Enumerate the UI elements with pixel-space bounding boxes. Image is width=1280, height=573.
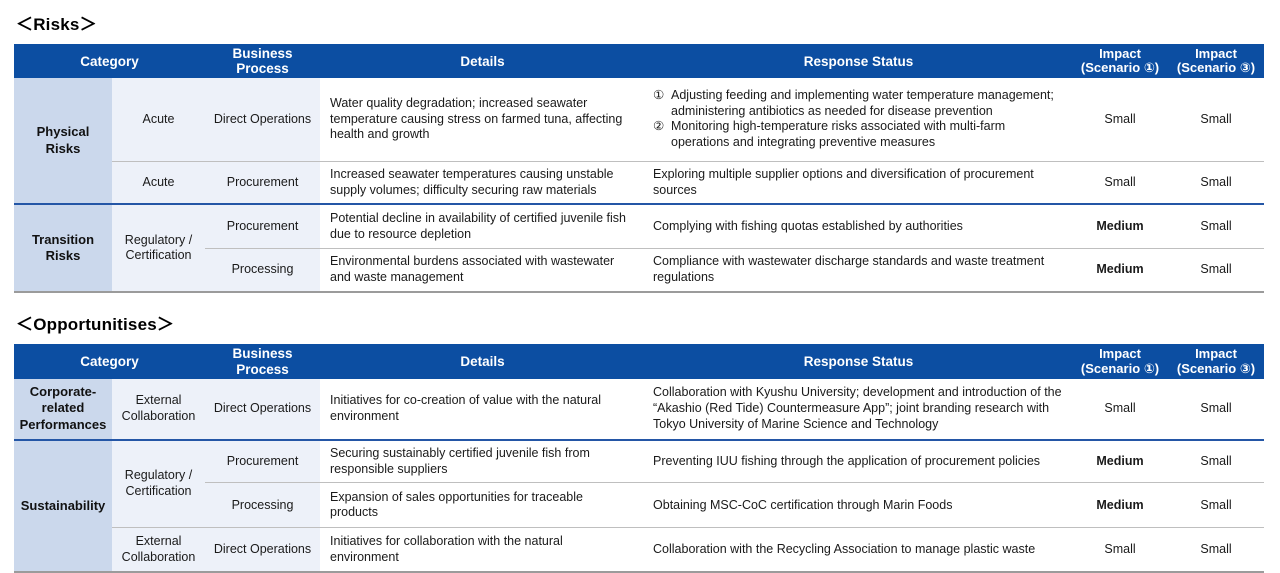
response-text: Monitoring high-temperature risks associ…: [671, 119, 1006, 150]
impact-scenario3-cell: Small: [1168, 160, 1265, 205]
details-cell: Initiatives for collaboration with the n…: [320, 527, 646, 572]
details-cell: Environmental burdens associated with wa…: [320, 247, 646, 293]
opportunities-table: Category Business Process Details Respon…: [14, 344, 1265, 573]
response-cell: Exploring multiple supplier options and …: [645, 160, 1073, 205]
risks-heading: ＜Risks＞: [16, 15, 97, 34]
column-header-business-process: Business Process: [205, 44, 321, 79]
column-header-category: Category: [14, 344, 206, 379]
business-process-cell: Procurement: [205, 160, 321, 205]
column-header-impact-scenario3: Impact (Scenario ③): [1168, 344, 1265, 379]
details-cell: Expansion of sales opportunities for tra…: [320, 482, 646, 528]
risks-table: Category Business Process Details Respon…: [14, 44, 1265, 294]
category-cell: Physical Risks: [14, 78, 112, 205]
category-cell: Transition Risks: [14, 203, 112, 293]
impact-scenario1-cell: Medium: [1072, 438, 1169, 483]
table-row: Physical Risks Acute Direct Operations W…: [14, 78, 1264, 205]
details-cell: Securing sustainably certified juvenile …: [320, 438, 646, 483]
list-marker: ②: [653, 119, 665, 134]
impact-scenario3-cell: Small: [1200, 400, 1232, 415]
business-process-cell: Procurement: [205, 438, 321, 483]
details-cell: Increased seawater temperatures causing …: [320, 160, 646, 205]
response-cell: Preventing IUU fishing through the appli…: [645, 438, 1073, 483]
response-cell: ① Adjusting feeding and implementing wat…: [645, 78, 1072, 161]
opportunities-header-row: Category Business Process Details Respon…: [14, 344, 1265, 379]
business-process-cell: Processing: [205, 482, 321, 528]
details-cell: Initiatives for co-creation of value wit…: [330, 392, 601, 423]
table-row: Sustainability Regulatory / Certificatio…: [14, 438, 1265, 572]
impact-scenario3-cell: Small: [1168, 438, 1265, 483]
impact-scenario1-cell: Small: [1104, 400, 1136, 415]
risks-header-row: Category Business Process Details Respon…: [14, 44, 1265, 79]
business-process-cell: Direct Operations: [205, 78, 321, 162]
table-row: Processing Environmental burdens associa…: [14, 247, 1265, 293]
table-row: External Collaboration Direct Operations…: [14, 527, 1265, 572]
subcategory-cell: Regulatory / Certification: [112, 203, 206, 293]
response-cell: Complying with fishing quotas establishe…: [645, 203, 1073, 249]
impact-scenario3-cell: Small: [1168, 527, 1265, 572]
column-header-category: Category: [14, 44, 206, 79]
response-text: Adjusting feeding and implementing water…: [671, 87, 1054, 118]
category-cell: Sustainability: [14, 438, 112, 572]
response-cell: Collaboration with Kyushu University; de…: [653, 384, 1062, 431]
business-process-cell: Direct Operations: [205, 527, 321, 572]
impact-scenario1-cell: Medium: [1072, 247, 1169, 293]
subcategory-cell: Acute: [112, 160, 206, 205]
table-row: Processing Expansion of sales opportunit…: [14, 482, 1265, 528]
column-header-details: Details: [320, 344, 646, 379]
impact-scenario1-cell: Small: [1072, 527, 1169, 572]
subcategory-cell: External Collaboration: [112, 378, 206, 440]
impact-scenario1-cell: Medium: [1072, 203, 1169, 249]
column-header-impact-scenario1: Impact (Scenario ①): [1072, 44, 1169, 79]
list-marker: ①: [653, 87, 665, 102]
impact-scenario3-cell: Small: [1168, 482, 1265, 528]
table-row: Corporate- related Performances External…: [14, 378, 1264, 440]
response-cell: Compliance with wastewater discharge sta…: [645, 247, 1073, 293]
impact-scenario1-cell: Medium: [1072, 482, 1169, 528]
column-header-business-process: Business Process: [205, 344, 321, 379]
column-header-impact-scenario3: Impact (Scenario ③): [1168, 44, 1265, 79]
business-process-cell: Processing: [205, 247, 321, 293]
response-list-item: ① Adjusting feeding and implementing wat…: [653, 88, 1062, 120]
impact-scenario1-cell: Small: [1072, 160, 1169, 205]
subcategory-cell: External Collaboration: [112, 527, 206, 572]
business-process-cell: Procurement: [205, 203, 321, 249]
impact-scenario3-cell: Small: [1200, 111, 1232, 126]
column-header-impact-scenario1: Impact (Scenario ①): [1072, 344, 1169, 379]
details-cell: Potential decline in availability of cer…: [320, 203, 646, 249]
column-header-response-status: Response Status: [645, 44, 1073, 79]
opportunities-heading: ＜Opportunitises＞: [16, 315, 175, 335]
details-cell: Water quality degradation; increased sea…: [330, 95, 623, 142]
impact-scenario3-cell: Small: [1168, 203, 1265, 249]
subcategory-cell: Regulatory / Certification: [112, 438, 206, 528]
column-header-details: Details: [320, 44, 646, 79]
table-row: Acute Procurement Increased seawater tem…: [14, 160, 1265, 205]
response-cell: Collaboration with the Recycling Associa…: [645, 527, 1073, 572]
category-cell: Corporate- related Performances: [14, 378, 112, 440]
column-header-response-status: Response Status: [645, 344, 1073, 379]
subcategory-cell: Acute: [112, 78, 206, 162]
table-row: Transition Risks Regulatory / Certificat…: [14, 203, 1265, 293]
impact-scenario1-cell: Small: [1104, 111, 1136, 126]
impact-scenario3-cell: Small: [1168, 247, 1265, 293]
response-cell: Obtaining MSC-CoC certification through …: [645, 482, 1073, 528]
business-process-cell: Direct Operations: [205, 378, 321, 440]
response-list-item: ② Monitoring high-temperature risks asso…: [653, 119, 1062, 151]
